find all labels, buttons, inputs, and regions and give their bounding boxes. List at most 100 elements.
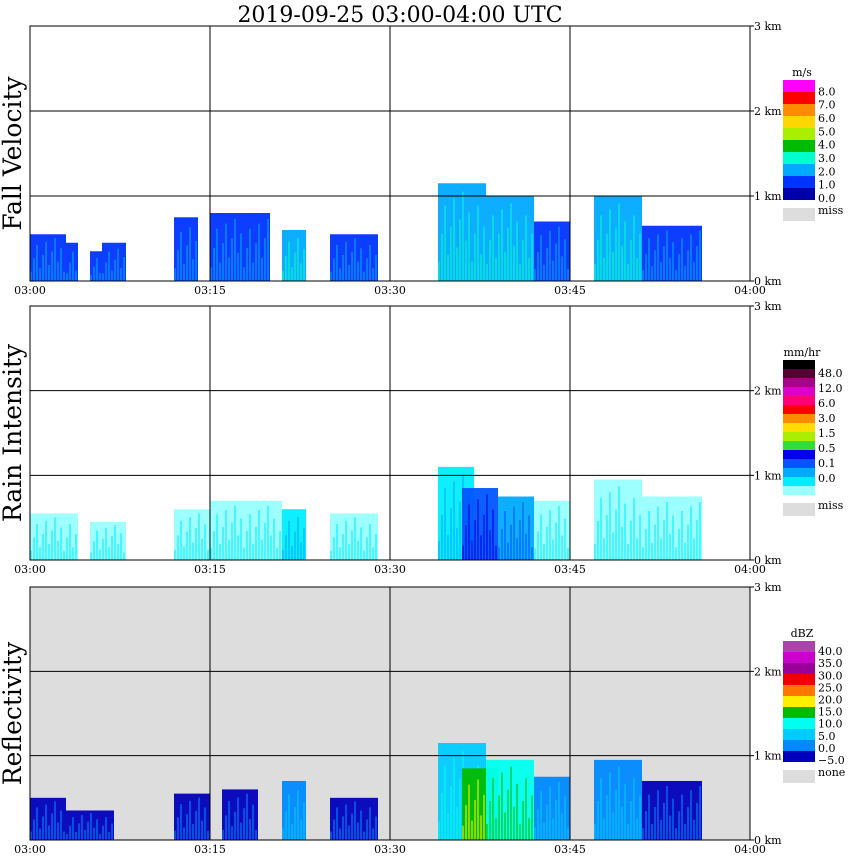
echo-cell-streak: [366, 819, 368, 840]
echo-cell-streak: [114, 259, 116, 281]
echo-cell-streak: [594, 264, 596, 281]
echo-cell-streak: [63, 550, 65, 560]
echo-cell-streak: [285, 256, 287, 281]
echo-cell-streak: [90, 552, 92, 560]
echo-cell-streak: [333, 537, 335, 560]
echo-cell-streak: [195, 810, 197, 840]
colorbar-unit: mm/hr: [784, 346, 822, 359]
echo-cell-streak: [630, 801, 632, 840]
echo-cell-streak: [345, 804, 347, 840]
echo-cell-streak: [624, 503, 626, 560]
echo-cell-streak: [681, 511, 683, 560]
height-tick-label: 3 km: [754, 581, 782, 594]
echo-cell-streak: [612, 532, 614, 560]
echo-cell-streak: [267, 505, 269, 560]
colorbar-swatch: [783, 128, 815, 140]
echo-cell-streak: [555, 800, 557, 840]
echo-cell-streak: [96, 530, 98, 560]
echo-cell-streak: [471, 820, 473, 840]
echo-cell-streak: [180, 231, 182, 281]
echo-cell-streak: [225, 223, 227, 281]
echo-cell-streak: [522, 239, 524, 281]
echo-cell-streak: [366, 537, 368, 560]
time-tick-label: 04:00: [734, 284, 766, 297]
colorbar-swatch: [783, 729, 815, 740]
echo-cell-streak: [612, 251, 614, 281]
colorbar-swatch: [783, 369, 815, 378]
colorbar-label: 1.0: [818, 179, 836, 192]
echo-cell-streak: [57, 540, 59, 560]
echo-cell-streak: [516, 783, 518, 840]
echo-cell-streak: [654, 524, 656, 560]
echo-cell-streak: [615, 227, 617, 281]
echo-cell-streak: [474, 519, 476, 560]
echo-cell-streak: [39, 268, 41, 281]
echo-cell-streak: [627, 543, 629, 560]
echo-cell-streak: [543, 543, 545, 560]
echo-cell-streak: [198, 797, 200, 840]
echo-cell-streak: [438, 541, 440, 560]
echo-cell-streak: [675, 547, 677, 560]
colorbar-swatch: [783, 459, 815, 468]
colorbar-label: −5.0: [818, 754, 845, 767]
echo-cell-streak: [300, 819, 302, 840]
echo-cell-streak: [471, 261, 473, 281]
echo-cell-streak: [354, 801, 356, 840]
echo-cell-streak: [363, 831, 365, 840]
echo-cell-streak: [546, 247, 548, 281]
echo-cell-streak: [462, 545, 464, 560]
echo-cell-streak: [108, 831, 110, 840]
echo-cell-streak: [351, 813, 353, 840]
echo-cell-streak: [684, 542, 686, 560]
echo-cell-streak: [621, 806, 623, 840]
echo-cell-streak: [504, 812, 506, 840]
height-tick-label: 2 km: [754, 385, 782, 398]
time-tick-label: 03:45: [554, 284, 586, 297]
echo-cell-streak: [57, 261, 59, 281]
echo-cell-streak: [504, 511, 506, 560]
echo-cell-streak: [180, 804, 182, 840]
echo-cell-streak: [447, 254, 449, 281]
echo-cell-streak: [603, 538, 605, 560]
echo-cell-streak: [540, 791, 542, 840]
echo-cell-streak: [90, 275, 92, 281]
colorbar-swatch: [783, 140, 815, 152]
echo-cell-streak: [681, 238, 683, 281]
time-tick-label: 03:00: [14, 843, 46, 856]
echo-cell-streak: [345, 520, 347, 560]
colorbar-swatch: [783, 387, 815, 396]
echo-cell-streak: [678, 529, 680, 560]
echo-cell-streak: [549, 510, 551, 560]
echo-cell-streak: [282, 549, 284, 560]
echo-cell-streak: [486, 494, 488, 560]
echo-cell-streak: [339, 547, 341, 560]
echo-cell-streak: [492, 509, 494, 560]
colorbar-label: 12.0: [818, 382, 843, 395]
echo-cell-streak: [234, 811, 236, 840]
echo-cell-streak: [444, 205, 446, 281]
echo-cell-streak: [690, 506, 692, 560]
echo-cell-streak: [84, 829, 86, 840]
colorbar-label: 7.0: [818, 99, 836, 112]
echo-cell-streak: [459, 779, 461, 840]
colorbar-swatch: [783, 674, 815, 685]
echo-cell-streak: [297, 238, 299, 281]
echo-cell-streak: [342, 254, 344, 281]
echo-cell-streak: [219, 262, 221, 281]
echo-cell-streak: [525, 778, 527, 840]
colorbar-swatch: [783, 92, 815, 104]
echo-cell-streak: [42, 534, 44, 560]
colorbar-missing-label: none: [818, 766, 845, 779]
echo-cell-streak: [468, 212, 470, 281]
echo-cell-streak: [669, 258, 671, 281]
height-tick-label: 0 km: [754, 834, 782, 847]
echo-cell-streak: [678, 811, 680, 840]
echo-cell-streak: [30, 271, 32, 281]
echo-cell-streak: [660, 538, 662, 560]
colorbar-label: 5.0: [818, 125, 836, 138]
colorbar-label: 48.0: [818, 367, 843, 380]
echo-cell-streak: [240, 233, 242, 281]
echo-cell-streak: [465, 240, 467, 281]
echo-cell-streak: [675, 828, 677, 840]
echo-cell-streak: [282, 828, 284, 840]
